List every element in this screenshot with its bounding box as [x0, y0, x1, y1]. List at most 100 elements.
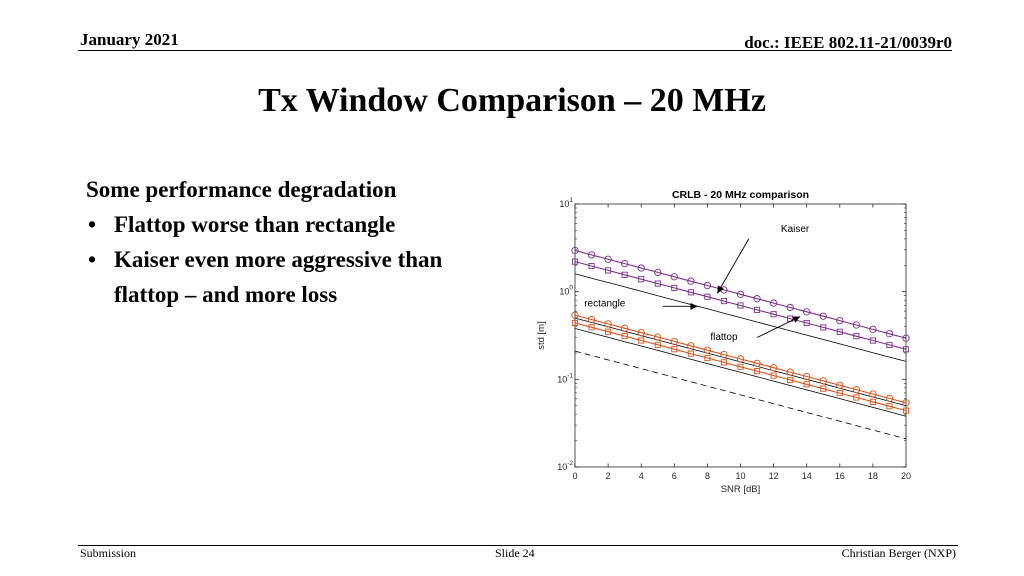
data-point-kaiser_square: [853, 333, 860, 340]
annotation-arrow-shaft: [716, 238, 750, 294]
data-point-orange_square: [638, 337, 645, 344]
data-point-kaiser_square: [704, 293, 711, 300]
x-tick-label: 14: [802, 471, 812, 481]
data-point-kaiser_circle: [852, 321, 860, 329]
x-axis-label: SNR [dB]: [721, 484, 761, 495]
data-point-orange_square: [571, 319, 579, 326]
data-point-orange_square: [654, 341, 661, 348]
x-tick-label: 0: [572, 471, 577, 481]
data-point-orange_square: [902, 407, 910, 414]
x-tick-label: 4: [639, 471, 644, 481]
data-point-orange_circle: [869, 390, 877, 398]
data-point-kaiser_square: [638, 276, 645, 283]
data-point-orange_square: [853, 394, 860, 401]
series-line-kaiser_circle: [574, 249, 907, 339]
y-tick-label: 100: [559, 285, 573, 297]
data-point-kaiser_square: [588, 262, 595, 270]
series-line-rect_line_lower: [574, 328, 907, 417]
slide-body: Some performance degradation Flattop wor…: [86, 172, 506, 312]
data-point-kaiser_circle: [869, 325, 877, 334]
data-point-kaiser_circle: [902, 334, 910, 342]
data-point-orange_square: [720, 359, 728, 366]
annotation-arrow-head: [717, 285, 724, 294]
x-tick-label: 12: [769, 471, 779, 481]
bullet-text: Kaiser even more aggressive than flattop…: [114, 247, 443, 307]
annotation-label: flattop: [710, 332, 738, 343]
data-point-kaiser_square: [902, 346, 910, 353]
data-point-orange_circle: [786, 368, 794, 376]
data-point-orange_circle: [819, 377, 827, 385]
data-point-orange_square: [588, 324, 595, 331]
crlb-chart: CRLB - 20 MHz comparison 0 2 4 6 8 10 12 14 16 18 2…: [536, 189, 911, 495]
series-line-bound_dashed: [574, 350, 907, 440]
slide-title: Tx Window Comparison – 20 MHz: [258, 82, 766, 119]
data-point-kaiser_circle: [687, 277, 695, 285]
annotation-arrow-head: [792, 316, 801, 323]
data-point-kaiser_circle: [703, 281, 712, 290]
data-point-orange_square: [770, 372, 777, 379]
footer-submission: Submission: [80, 546, 137, 560]
data-point-orange_circle: [852, 385, 860, 394]
x-tick-label: 16: [835, 471, 845, 481]
data-point-kaiser_square: [836, 328, 843, 335]
data-point-kaiser_square: [803, 319, 810, 327]
annotation-arrow-shaft: [756, 316, 801, 338]
data-point-orange_circle: [703, 346, 712, 354]
header-date: January 2021: [80, 30, 179, 49]
data-point-orange_square: [787, 376, 794, 383]
y-tick-label: 101: [559, 197, 573, 209]
data-point-orange_square: [605, 328, 612, 335]
header-doc-id: doc.: IEEE 802.11-21/0039r0: [744, 33, 952, 52]
data-point-kaiser_circle: [885, 330, 894, 338]
bullet-text: Flattop worse than rectangle: [114, 212, 396, 237]
series-line-kaiser_square: [574, 261, 907, 350]
data-point-orange_square: [803, 381, 810, 388]
data-point-kaiser_square: [770, 311, 777, 318]
data-point-kaiser_square: [605, 267, 612, 274]
data-point-orange_circle: [587, 315, 596, 324]
data-point-kaiser_circle: [587, 251, 596, 259]
data-point-orange_square: [753, 368, 761, 375]
data-point-kaiser_square: [687, 289, 694, 296]
data-point-orange_square: [836, 390, 843, 397]
data-point-orange_square: [869, 398, 876, 405]
data-point-kaiser_square: [621, 271, 628, 278]
data-point-kaiser_circle: [836, 316, 844, 325]
data-point-orange_circle: [604, 320, 612, 328]
y-axis-label: std [m]: [536, 321, 547, 350]
data-point-orange_circle: [621, 324, 629, 332]
bullet-item: Kaiser even more aggressive than flattop…: [86, 242, 506, 312]
data-point-orange_square: [886, 403, 893, 410]
data-point-kaiser_circle: [736, 290, 745, 298]
data-point-kaiser_circle: [571, 246, 579, 255]
data-point-kaiser_square: [753, 306, 761, 313]
series-line-orange_circle: [574, 314, 907, 404]
data-point-kaiser_square: [720, 298, 728, 305]
data-point-kaiser_square: [820, 324, 827, 331]
data-point-orange_circle: [753, 359, 761, 367]
data-point-kaiser_circle: [621, 259, 629, 268]
data-point-orange_square: [820, 385, 827, 392]
footer-slide-number: Slide 24: [495, 546, 535, 560]
data-point-kaiser_square: [869, 337, 876, 344]
data-point-kaiser_circle: [604, 255, 612, 263]
data-point-orange_square: [704, 354, 711, 362]
x-tick-label: 10: [735, 471, 745, 481]
data-point-kaiser_circle: [786, 303, 794, 312]
bullet-item: Flattop worse than rectangle: [86, 207, 506, 242]
data-point-orange_circle: [637, 329, 645, 337]
annotation-label: rectangle: [584, 298, 626, 309]
data-point-kaiser_square: [886, 341, 893, 348]
footer-divider: [78, 545, 958, 546]
footer-author: Christian Berger (NXP): [841, 546, 956, 560]
data-point-kaiser_circle: [654, 268, 662, 277]
data-point-orange_circle: [803, 372, 811, 381]
chart-title: CRLB - 20 MHz comparison: [672, 189, 809, 201]
data-point-orange_square: [687, 350, 694, 357]
data-point-kaiser_square: [654, 280, 661, 287]
data-point-kaiser_square: [571, 258, 579, 265]
data-point-orange_circle: [836, 381, 844, 389]
data-point-orange_circle: [720, 350, 728, 359]
x-tick-label: 6: [672, 471, 677, 481]
annotation-arrow-head: [690, 302, 698, 310]
